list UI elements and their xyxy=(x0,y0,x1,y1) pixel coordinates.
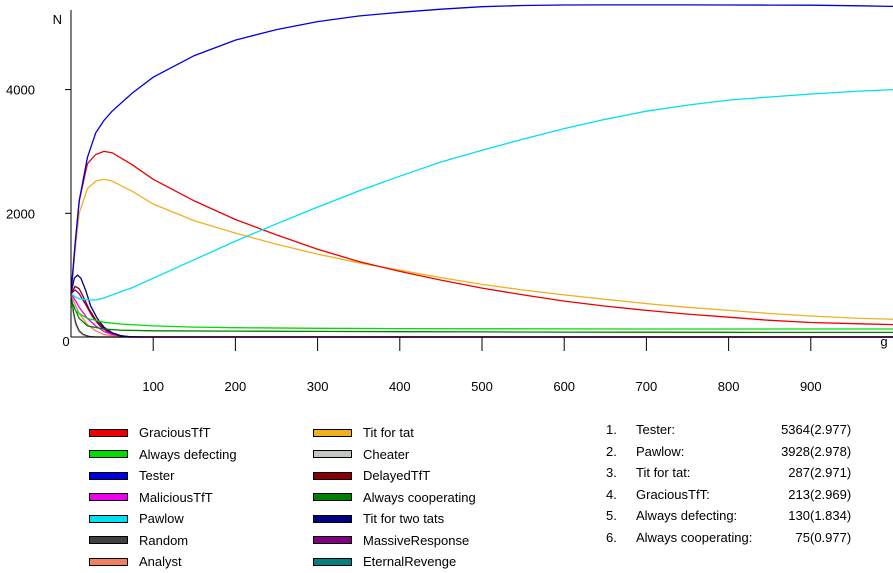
x-tick-label: 900 xyxy=(800,379,822,394)
legend-swatch xyxy=(89,471,128,480)
legend-item: Cheater xyxy=(313,444,476,466)
legend-swatch xyxy=(313,514,352,523)
x-tick-label: 800 xyxy=(718,379,740,394)
ranking-row: 2. Pawlow: 3928 (2.978) xyxy=(606,444,893,466)
ranking-name: Tester: xyxy=(636,422,676,437)
x-tick-label: 200 xyxy=(225,379,247,394)
ranking-name: Tit for tat: xyxy=(636,465,691,480)
ranking-score: (2.971) xyxy=(810,465,852,480)
x-tick-label: 400 xyxy=(389,379,411,394)
ranking-value: 213 xyxy=(788,486,810,502)
y-axis-label: N xyxy=(53,12,62,27)
ranking-score: (2.978) xyxy=(810,443,852,459)
ranking-number: 2. xyxy=(606,443,617,459)
legend-label: Pawlow xyxy=(139,511,184,527)
series-layer xyxy=(70,4,893,338)
origin-label: 0 xyxy=(62,334,69,349)
ranking-score: (1.834) xyxy=(810,508,852,523)
ranking-value: 75 xyxy=(795,529,810,545)
ranking-number: 3. xyxy=(606,465,617,480)
legend-item: Always defecting xyxy=(89,444,237,466)
legend-swatch xyxy=(89,514,128,523)
legend-label: GraciousTfT xyxy=(139,425,211,441)
legend-item: EternalRevenge xyxy=(313,551,476,573)
legend-column-2: Tit for tat Cheater DelayedTfT Always coope… xyxy=(313,422,476,573)
axes-layer: 100 200 300 400 500 600 700 800 900 2000 4000 Ng 0 xyxy=(6,10,893,394)
y-tick-label: 4000 xyxy=(6,83,35,98)
legend-label: Analyst xyxy=(139,554,182,570)
legend-swatch xyxy=(313,557,352,566)
legend-swatch xyxy=(313,471,352,480)
legend-swatch xyxy=(313,428,352,437)
legend-item: MassiveResponse xyxy=(313,530,476,552)
x-tick-label: 700 xyxy=(636,379,658,394)
legend-swatch xyxy=(313,536,352,545)
legend-label: DelayedTfT xyxy=(363,468,431,484)
ranking-row: 5. Always defecting: 130 (1.834) xyxy=(606,508,893,530)
legend-swatch xyxy=(89,493,128,502)
x-tick-label: 100 xyxy=(142,379,164,394)
legend-label: MassiveResponse xyxy=(363,532,470,548)
legend-swatch xyxy=(89,428,128,437)
legend-item: MaliciousTfT xyxy=(89,487,237,509)
ranking-list: 1. Tester: 5364 (2.977) 2. Pawlow: 3928 (2.978)… xyxy=(606,422,893,551)
ranking-row: 6. Always cooperating: 75 (0.977) xyxy=(606,530,893,552)
ranking-name: Always cooperating: xyxy=(636,529,753,545)
ranking-number: 5. xyxy=(606,508,617,523)
x-tick-label: 600 xyxy=(553,379,575,394)
ranking-number: 6. xyxy=(606,529,617,545)
legend-swatch xyxy=(89,536,128,545)
series-line-tester xyxy=(70,4,893,294)
legend-label: Always defecting xyxy=(139,446,237,462)
series-line-always-defecting xyxy=(70,305,893,330)
legend-item: Tester xyxy=(89,465,237,487)
legend-item: GraciousTfT xyxy=(89,422,237,444)
legend-item: Random xyxy=(89,530,237,552)
series-line-tit-for-tat xyxy=(70,178,893,320)
legend-label: Cheater xyxy=(363,446,410,462)
legend-label: Tit for tat xyxy=(363,425,414,441)
legend-item: Pawlow xyxy=(89,508,237,530)
ranking-value: 130 xyxy=(788,508,810,523)
legend-item: Tit for tat xyxy=(313,422,476,444)
legend-label: Always cooperating xyxy=(363,489,476,505)
legend-swatch xyxy=(89,557,128,566)
x-tick-label: 500 xyxy=(471,379,493,394)
ranking-score: (0.977) xyxy=(810,529,852,545)
series-line-gracioustft xyxy=(70,150,893,326)
legend-item: Tit for two tats xyxy=(313,508,476,530)
ranking-score: (2.969) xyxy=(810,486,852,502)
ranking-name: GraciousTfT: xyxy=(636,486,710,502)
legend-item: Always cooperating xyxy=(313,487,476,509)
x-tick-label: 300 xyxy=(307,379,329,394)
ranking-score: (2.977) xyxy=(810,422,852,437)
legend-label: EternalRevenge xyxy=(363,554,457,570)
legend-column-1: GraciousTfT Always defecting Tester Malicio… xyxy=(89,422,237,573)
ranking-row: 4. GraciousTfT: 213 (2.969) xyxy=(606,487,893,509)
legend-label: MaliciousTfT xyxy=(139,489,213,505)
ranking-name: Pawlow: xyxy=(636,443,685,459)
ranking-number: 4. xyxy=(606,486,617,502)
legend-label: Random xyxy=(139,532,189,548)
ranking-name: Always defecting: xyxy=(636,508,738,523)
series-line-pawlow xyxy=(70,88,893,301)
legend-item: DelayedTfT xyxy=(313,465,476,487)
y-tick-label: 2000 xyxy=(6,206,35,221)
legend-item: Analyst xyxy=(89,551,237,573)
ranking-number: 1. xyxy=(606,422,617,437)
x-axis-label: g xyxy=(880,334,887,349)
series-line-always-cooperating xyxy=(70,299,893,334)
legend-label: Tester xyxy=(139,468,175,484)
ranking-value: 3928 xyxy=(781,443,810,459)
ranking-value: 5364 xyxy=(781,422,810,437)
legend-swatch xyxy=(313,450,352,459)
legend-label: Tit for two tats xyxy=(363,511,445,527)
legend-swatch xyxy=(89,450,128,459)
chart: 100 200 300 400 500 600 700 800 900 2000 4000 Ng 0 xyxy=(6,4,893,394)
ranking-row: 1. Tester: 5364 (2.977) xyxy=(606,422,893,444)
legend-swatch xyxy=(313,493,352,502)
ranking-row: 3. Tit for tat: 287 (2.971) xyxy=(606,465,893,487)
ranking-value: 287 xyxy=(788,465,810,480)
